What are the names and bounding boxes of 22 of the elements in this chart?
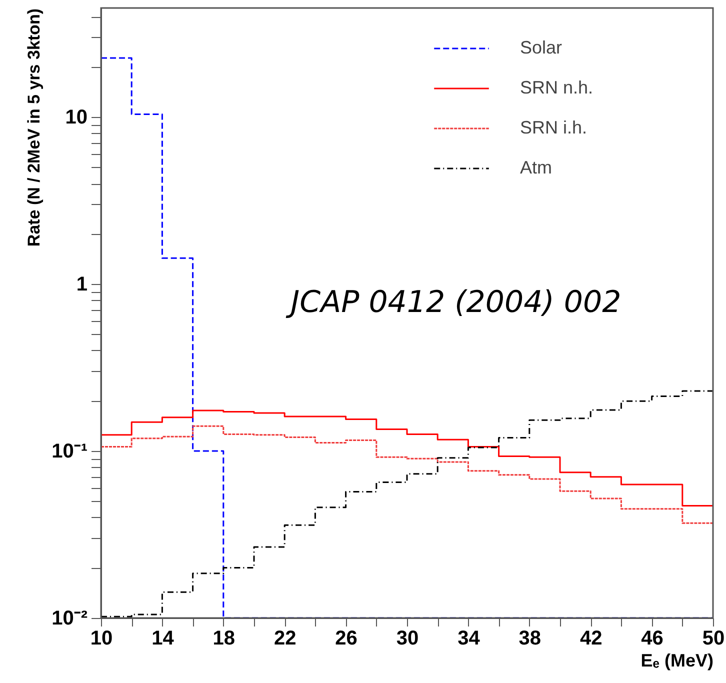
x-tick-label: 26 (335, 628, 358, 650)
x-tick-label: 14 (152, 628, 175, 650)
y-tick-label: 10⁻² (52, 608, 88, 630)
y-tick-label: 10⁻¹ (52, 440, 88, 463)
annotation: JCAP 0412 (2004) 002 (286, 285, 622, 320)
x-tick-label: 38 (518, 628, 542, 650)
legend-label: SRN i.h. (520, 118, 588, 138)
y-axis-title: Rate (N / 2MeV in 5 yrs 3kton) (24, 8, 44, 247)
x-axis-title: Eₑ (MeV) (640, 650, 714, 670)
x-tick-label: 34 (458, 628, 481, 650)
x-tick-label: 50 (702, 628, 725, 650)
legend-label: Solar (520, 38, 562, 58)
y-tick-label: 10 (65, 106, 88, 129)
y-tick-label: 1 (76, 274, 88, 296)
legend-label: SRN n.h. (520, 78, 594, 98)
x-tick-label: 18 (212, 628, 236, 650)
x-tick-label: 42 (580, 628, 602, 650)
legend-label: Atm (520, 158, 552, 178)
x-tick-label: 10 (90, 628, 113, 650)
x-tick-label: 22 (274, 628, 296, 650)
x-tick-label: 46 (641, 628, 664, 650)
x-tick-label: 30 (396, 628, 419, 650)
